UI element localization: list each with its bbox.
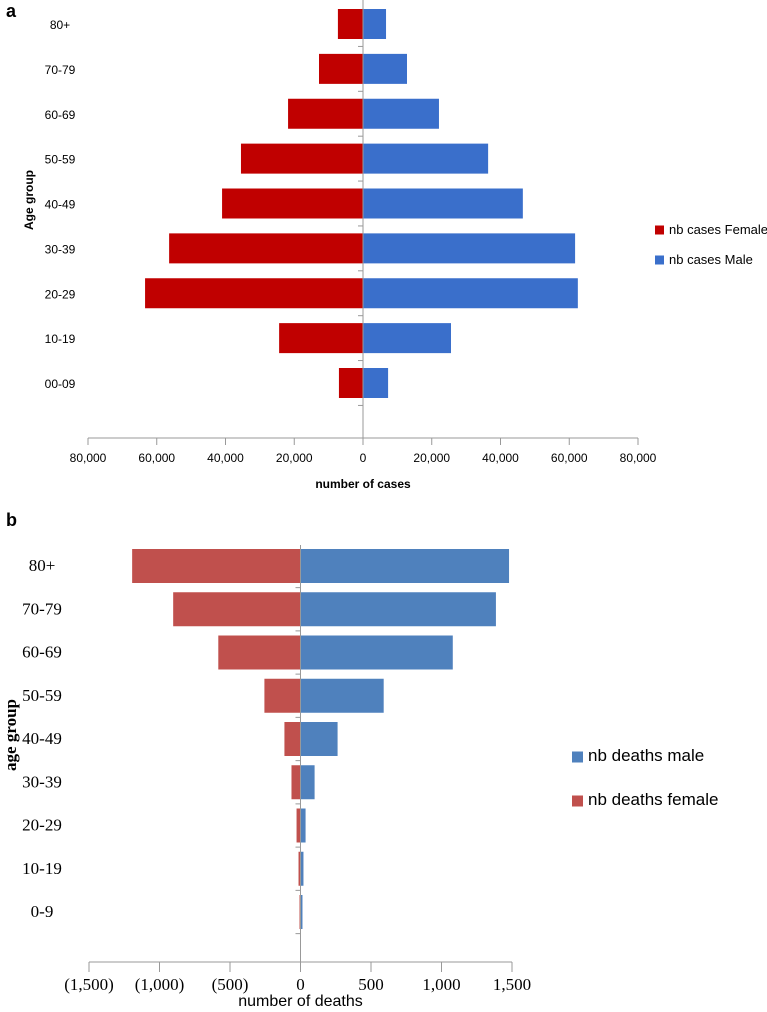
x-tick-label: 20,000 <box>413 451 450 465</box>
bar-nb-cases-male-50-59 <box>363 143 489 174</box>
panel-label-a: a <box>6 1 17 21</box>
bar-nb-cases-male-30-39 <box>363 233 576 264</box>
y-tick-label: 50-59 <box>22 686 62 705</box>
bar-nb-deaths-male-70-79 <box>300 592 496 627</box>
bar-nb-cases-female-10-19 <box>279 323 363 354</box>
bar-nb-cases-male-40-49 <box>363 188 523 219</box>
y-tick-label: 80+ <box>29 556 56 575</box>
x-tick-label: 60,000 <box>551 451 588 465</box>
y-tick-label: 80+ <box>50 18 70 32</box>
x-tick-label: (500) <box>212 975 249 994</box>
legend-swatch <box>655 225 664 235</box>
y-tick-label: 10-19 <box>22 859 62 878</box>
x-tick-label: 1,000 <box>422 975 460 994</box>
bar-nb-cases-male-70-79 <box>363 53 407 84</box>
y-tick-label: 0-9 <box>31 902 54 921</box>
y-axis-title: Age group <box>22 170 36 230</box>
bar-nb-cases-female-30-39 <box>169 233 363 264</box>
legend-swatch <box>572 751 583 763</box>
bar-nb-deaths-male-50-59 <box>300 678 384 713</box>
y-axis-title: age group <box>1 699 20 771</box>
y-tick-label: 40-49 <box>45 198 76 212</box>
x-axis-title: number of cases <box>315 477 411 491</box>
chart-a: 80+70-7960-6950-5940-4930-3920-2910-1900… <box>22 0 767 491</box>
bar-nb-cases-female-40-49 <box>222 188 363 219</box>
x-tick-label: 60,000 <box>138 451 175 465</box>
legend-label: nb deaths male <box>588 746 704 765</box>
bar-nb-cases-male-10-19 <box>363 323 451 354</box>
legend-swatch <box>655 255 664 265</box>
x-axis-title: number of deaths <box>238 993 363 1010</box>
bar-nb-cases-female-60-69 <box>288 98 363 129</box>
panel-label-b: b <box>6 510 17 530</box>
bar-nb-cases-male-80+ <box>363 9 387 39</box>
bar-nb-deaths-female-20-29 <box>296 808 301 843</box>
x-tick-label: 0 <box>296 975 305 994</box>
bar-nb-deaths-male-10-19 <box>300 851 304 886</box>
y-tick-label: 70-79 <box>45 63 76 77</box>
x-tick-label: 0 <box>360 451 367 465</box>
bar-nb-deaths-female-70-79 <box>173 592 301 627</box>
bar-nb-deaths-female-50-59 <box>264 678 301 713</box>
x-tick-label: 80,000 <box>70 451 107 465</box>
x-tick-label: 80,000 <box>620 451 657 465</box>
bar-nb-cases-male-20-29 <box>363 278 578 309</box>
chart-b: 80+ 70-79 60-69 50-59 40-49 30-39 20-29 10-19 0-… <box>1 545 718 1010</box>
bar-nb-cases-male-60-69 <box>363 98 439 129</box>
bar-nb-deaths-female-80+ <box>132 549 301 583</box>
y-tick-label: 20-29 <box>22 816 62 835</box>
y-tick-label: 30-39 <box>22 772 62 791</box>
y-tick-label: 40-49 <box>22 729 62 748</box>
y-tick-label: 50-59 <box>45 153 76 167</box>
y-tick-label: 60-69 <box>45 108 76 122</box>
y-tick-label: 00-09 <box>45 377 76 391</box>
x-tick-label: 20,000 <box>276 451 313 465</box>
y-tick-label: 70-79 <box>22 599 62 618</box>
legend-swatch <box>572 795 583 807</box>
y-tick-label: 20-29 <box>45 287 76 301</box>
x-tick-label: (1,500) <box>64 975 114 994</box>
bar-nb-deaths-male-60-69 <box>300 635 453 670</box>
bar-nb-deaths-female-60-69 <box>218 635 301 670</box>
bar-nb-deaths-male-30-39 <box>300 765 315 800</box>
x-tick-label: 500 <box>358 975 384 994</box>
legend-label: nb cases Female <box>669 222 767 237</box>
bar-nb-deaths-male-80+ <box>300 549 510 583</box>
x-tick-label: 40,000 <box>482 451 519 465</box>
y-tick-label: 30-39 <box>45 242 76 256</box>
x-tick-label: 40,000 <box>207 451 244 465</box>
bar-nb-deaths-male-20-29 <box>300 808 306 843</box>
y-tick-label: 10-19 <box>45 332 76 346</box>
bar-nb-deaths-female-30-39 <box>291 765 301 800</box>
bar-nb-cases-female-50-59 <box>240 143 363 174</box>
x-tick-label: (1,000) <box>135 975 185 994</box>
bar-nb-cases-female-20-29 <box>145 278 363 309</box>
legend-label: nb cases Male <box>669 252 753 267</box>
bar-nb-cases-female-70-79 <box>319 53 363 84</box>
bar-nb-cases-male-00-09 <box>363 368 389 398</box>
bar-nb-deaths-male-0-9 <box>300 895 303 929</box>
bar-nb-cases-female-80+ <box>337 9 363 39</box>
bar-nb-deaths-female-40-49 <box>284 722 301 756</box>
x-tick-label: 1,500 <box>493 975 531 994</box>
y-tick-label: 60-69 <box>22 643 62 662</box>
bar-nb-deaths-male-40-49 <box>300 722 338 756</box>
bar-nb-deaths-female-10-19 <box>298 851 301 886</box>
bar-nb-cases-female-00-09 <box>338 368 363 398</box>
legend-label: nb deaths female <box>588 790 718 809</box>
